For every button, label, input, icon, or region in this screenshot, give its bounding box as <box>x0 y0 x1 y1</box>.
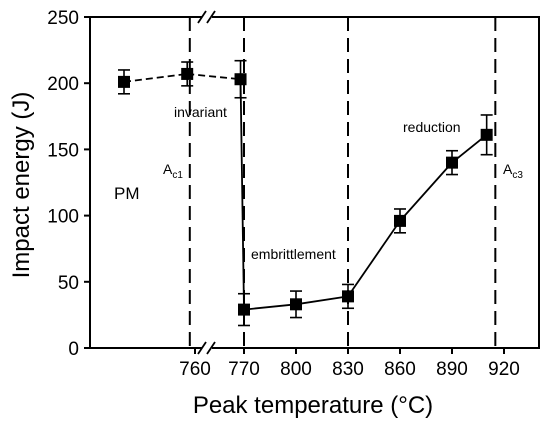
y-axis-ticks: 0 50 100 150 200 250 <box>47 8 90 360</box>
data-point <box>290 298 302 311</box>
x-tick-label: 760 <box>179 359 211 380</box>
axis-break-slash <box>197 10 207 24</box>
y-tick-label: 150 <box>47 140 79 161</box>
y-tick-label: 0 <box>68 339 79 360</box>
y-axis-title: Impact energy (J) <box>8 92 35 279</box>
annotation-invariant: invariant <box>174 104 227 120</box>
x-tick-label: 800 <box>280 359 312 380</box>
x-axis-title: Peak temperature (°C) <box>193 392 433 419</box>
data-point <box>446 156 458 169</box>
series-segment <box>399 162 453 222</box>
annotation-ac3: Ac3 <box>503 161 523 181</box>
x-tick-label: 770 <box>228 359 260 380</box>
y-tick-label: 250 <box>47 8 79 29</box>
plot-frame <box>89 16 540 349</box>
series-segment <box>347 220 401 297</box>
series-segment <box>243 303 297 311</box>
x-axis-ticks: 760 770 800 830 860 890 920 <box>179 348 520 380</box>
x-tick-label: 920 <box>488 359 520 380</box>
annotation-ac1: Ac1 <box>163 161 183 181</box>
data-markers <box>118 59 493 327</box>
series-segment <box>239 79 245 310</box>
plot-border <box>89 16 540 349</box>
y-tick-label: 50 <box>58 273 79 294</box>
data-point <box>118 75 130 88</box>
annotation-pm: PM <box>114 184 140 203</box>
data-point <box>238 303 250 316</box>
axis-break-slash <box>206 10 216 24</box>
x-tick-label: 860 <box>384 359 416 380</box>
y-tick-label: 200 <box>47 74 79 95</box>
data-point <box>480 128 493 141</box>
y-tick-label: 100 <box>47 207 79 228</box>
series-segment <box>187 73 241 81</box>
x-tick-label: 830 <box>332 359 364 380</box>
data-point <box>394 214 406 227</box>
annotation-embrittlement: embrittlement <box>251 246 336 262</box>
data-point <box>181 67 194 80</box>
axis-break-slash <box>197 341 207 355</box>
axis-break-slash <box>206 341 216 355</box>
axis-break-marks <box>197 10 216 355</box>
axis-break-gap <box>202 10 212 24</box>
series-segment <box>295 295 349 306</box>
x-tick-label: 890 <box>436 359 468 380</box>
annotation-reduction: reduction <box>403 119 461 135</box>
data-point <box>234 73 247 86</box>
data-point <box>342 290 354 303</box>
axis-break-gap <box>202 341 212 355</box>
series-segment <box>123 73 188 83</box>
